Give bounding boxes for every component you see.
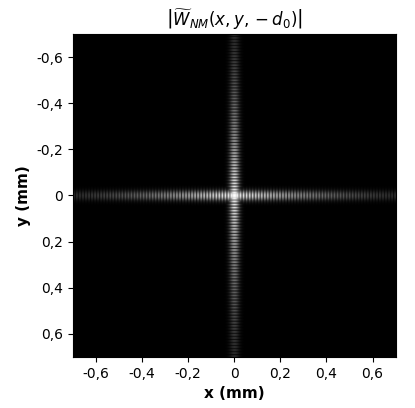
X-axis label: x (mm): x (mm): [204, 386, 264, 401]
Title: $\left|\widetilde{W}_{NM}\left(x,y,-d_0\right)\right|$: $\left|\widetilde{W}_{NM}\left(x,y,-d_0\…: [166, 7, 303, 32]
Y-axis label: y (mm): y (mm): [16, 165, 31, 226]
